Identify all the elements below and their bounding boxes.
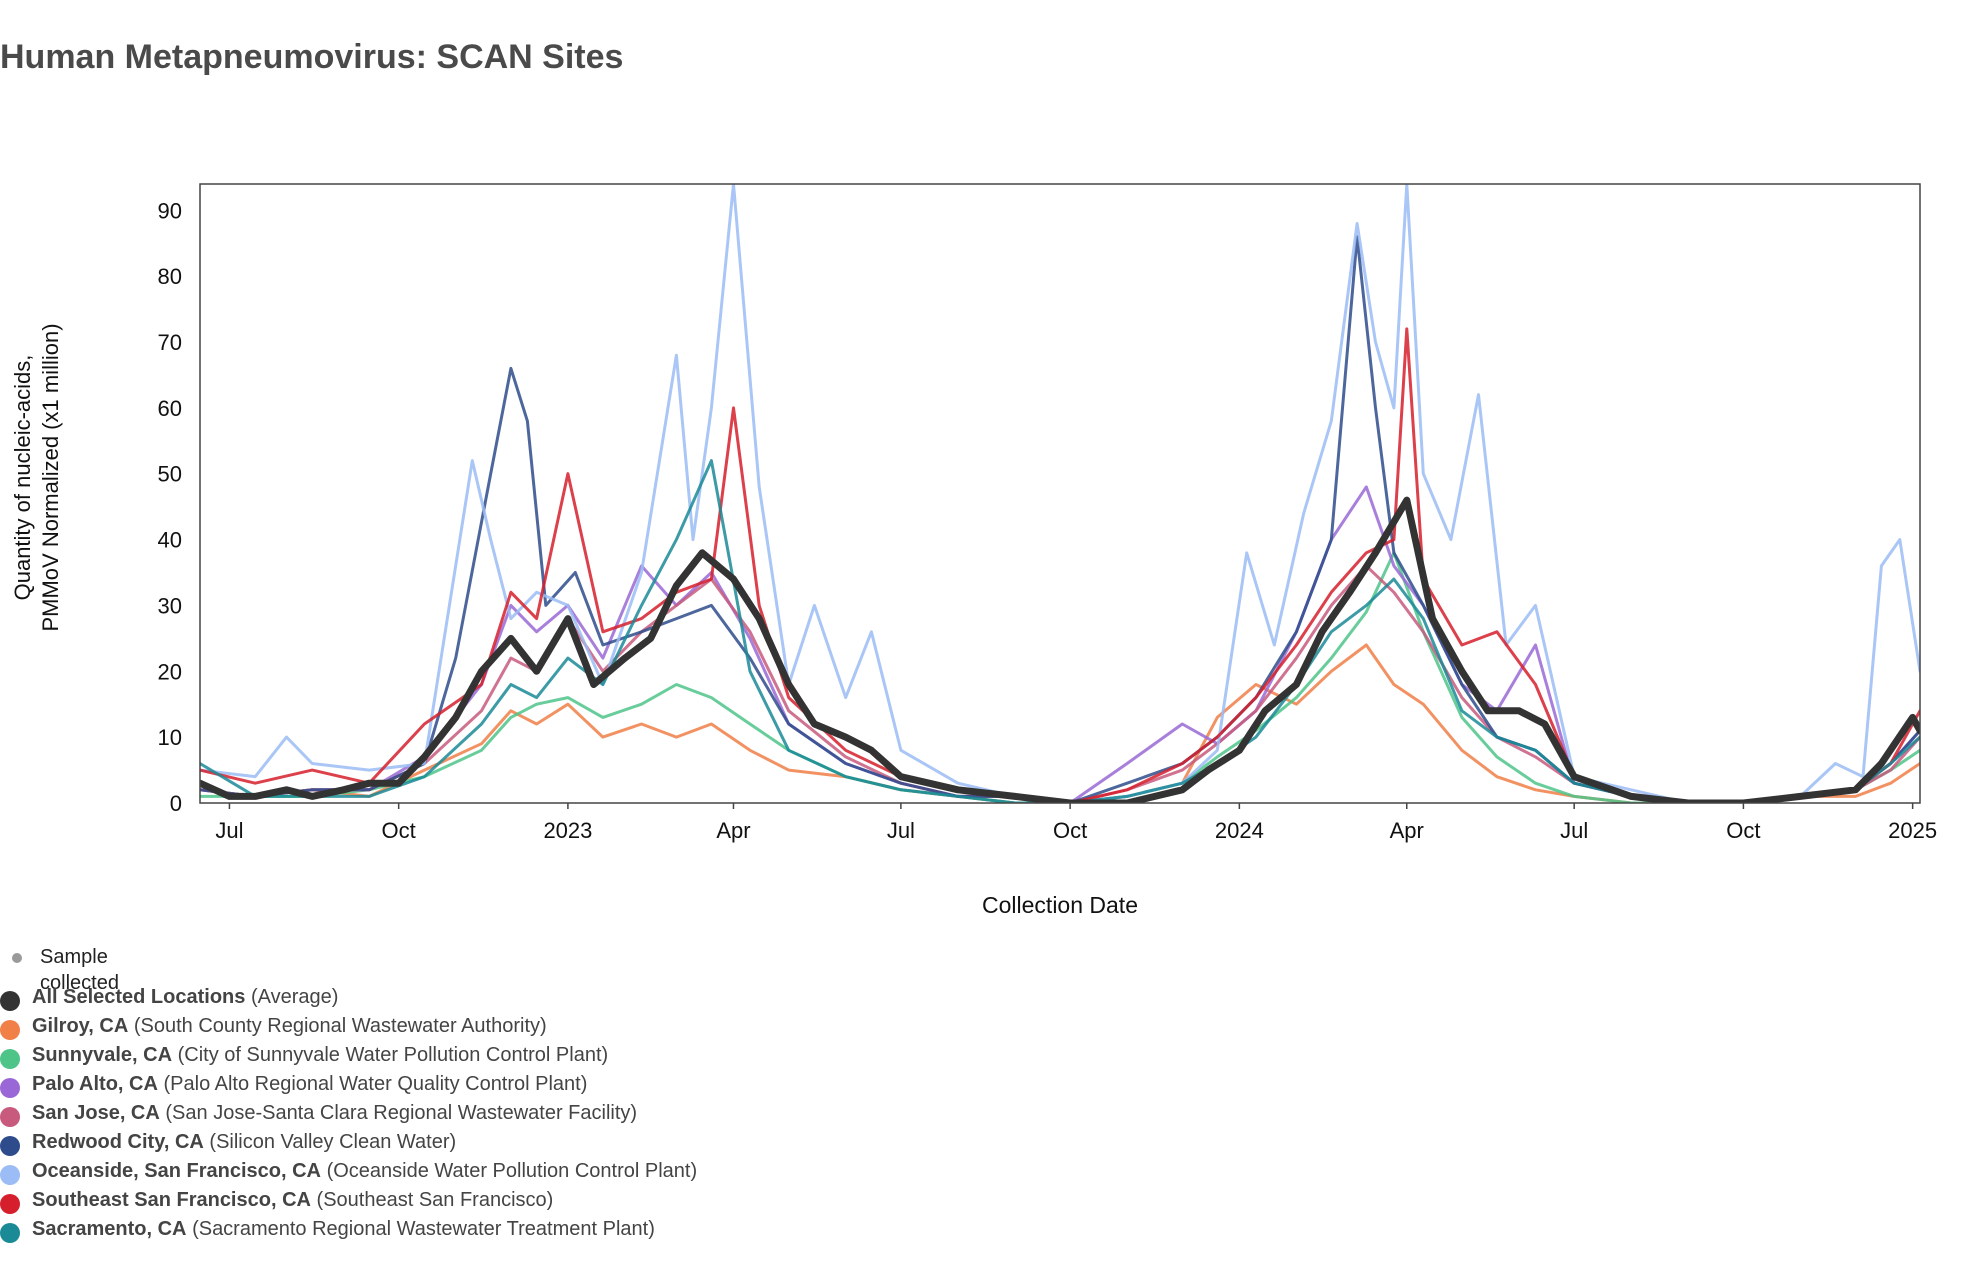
y-tick-label: 20 bbox=[158, 659, 182, 684]
legend-item-name: San Jose, CA bbox=[32, 1102, 160, 1124]
x-tick-label: 2025 bbox=[1888, 818, 1937, 843]
x-tick-label: 2023 bbox=[543, 818, 592, 843]
legend-item-detail: (Average) bbox=[250, 986, 339, 1008]
legend-swatch-icon bbox=[0, 1020, 20, 1040]
x-tick-label: Apr bbox=[1390, 818, 1424, 843]
series-line bbox=[200, 564, 1920, 803]
x-tick-label: Jul bbox=[215, 818, 243, 843]
plot-frame bbox=[199, 183, 1921, 804]
series-line bbox=[200, 551, 1920, 803]
y-axis-label: Quantity of nucleic-acids, bbox=[10, 355, 35, 601]
legend-item-name: Redwood City, CA bbox=[32, 1131, 204, 1153]
legend-item-detail: (Sacramento Regional Wastewater Treatmen… bbox=[192, 1218, 655, 1240]
y-tick-label: 70 bbox=[158, 330, 182, 355]
y-tick-label: 0 bbox=[170, 791, 182, 816]
legend-item-name: Sacramento, CA bbox=[32, 1218, 187, 1240]
y-tick-label: 10 bbox=[158, 725, 182, 750]
x-tick-label: Oct bbox=[1726, 818, 1760, 843]
x-tick-label: 2024 bbox=[1215, 818, 1264, 843]
legend-sample-label: Sample collected bbox=[40, 946, 119, 994]
legend-item-name: All Selected Locations bbox=[32, 986, 246, 1008]
legend-swatch-icon bbox=[0, 1078, 20, 1098]
legend-swatch-icon bbox=[0, 991, 20, 1011]
legend-swatch-icon bbox=[0, 1049, 20, 1069]
legend-item-name: Sunnyvale, CA bbox=[32, 1044, 173, 1066]
legend-item-name: Palo Alto, CA bbox=[32, 1073, 158, 1095]
legend-swatch-icon bbox=[0, 1107, 20, 1127]
legend-swatch-icon bbox=[0, 1136, 20, 1156]
x-tick-label: Oct bbox=[1053, 818, 1087, 843]
y-tick-label: 50 bbox=[158, 462, 182, 487]
x-tick-label: Jul bbox=[1560, 818, 1588, 843]
legend-item-name: Oceanside, San Francisco, CA bbox=[32, 1160, 321, 1182]
series-line bbox=[200, 496, 1920, 803]
y-tick-label: 60 bbox=[158, 396, 182, 421]
y-tick-label: 30 bbox=[158, 593, 182, 618]
series-line bbox=[200, 459, 1920, 803]
legend-item-detail: (Silicon Valley Clean Water) bbox=[209, 1131, 457, 1153]
legend-swatch-icon bbox=[0, 1223, 20, 1243]
legend-item-detail: (Palo Alto Regional Water Quality Contro… bbox=[163, 1073, 588, 1095]
sample-dot-icon bbox=[12, 953, 22, 963]
line-chart: 0 10 20 30 40 50 60 70 80 90 Jul Oct 2023 Apr Jul Oct 20… bbox=[10, 183, 1937, 918]
y-tick-label: 40 bbox=[158, 528, 182, 553]
legend-item-detail: (South County Regional Wastewater Author… bbox=[133, 1015, 547, 1037]
legend-item-detail: (City of Sunnyvale Water Pollution Contr… bbox=[177, 1044, 609, 1066]
series-line bbox=[200, 643, 1920, 803]
legend-item-detail: (San Jose-Santa Clara Regional Wastewate… bbox=[165, 1102, 638, 1124]
y-tick-label: 80 bbox=[158, 264, 182, 289]
y-tick-label: 90 bbox=[158, 198, 182, 223]
x-tick-label: Apr bbox=[716, 818, 750, 843]
x-axis-label: Collection Date bbox=[982, 892, 1138, 918]
legend-swatch-icon bbox=[0, 1165, 20, 1185]
x-tick-label: Oct bbox=[382, 818, 416, 843]
legend-swatch-icon bbox=[0, 1194, 20, 1214]
page-title: Human Metapneumovirus: SCAN Sites bbox=[0, 38, 624, 76]
legend-item-detail: (Oceanside Water Pollution Control Plant… bbox=[326, 1160, 698, 1182]
legend-item-name: Southeast San Francisco, CA bbox=[32, 1189, 311, 1211]
legend-item-name: Gilroy, CA bbox=[32, 1015, 129, 1037]
legend-item-detail: (Southeast San Francisco) bbox=[316, 1189, 554, 1211]
y-axis-label: PMMoV Normalized (x1 million) bbox=[38, 323, 63, 631]
x-tick-label: Jul bbox=[887, 818, 915, 843]
